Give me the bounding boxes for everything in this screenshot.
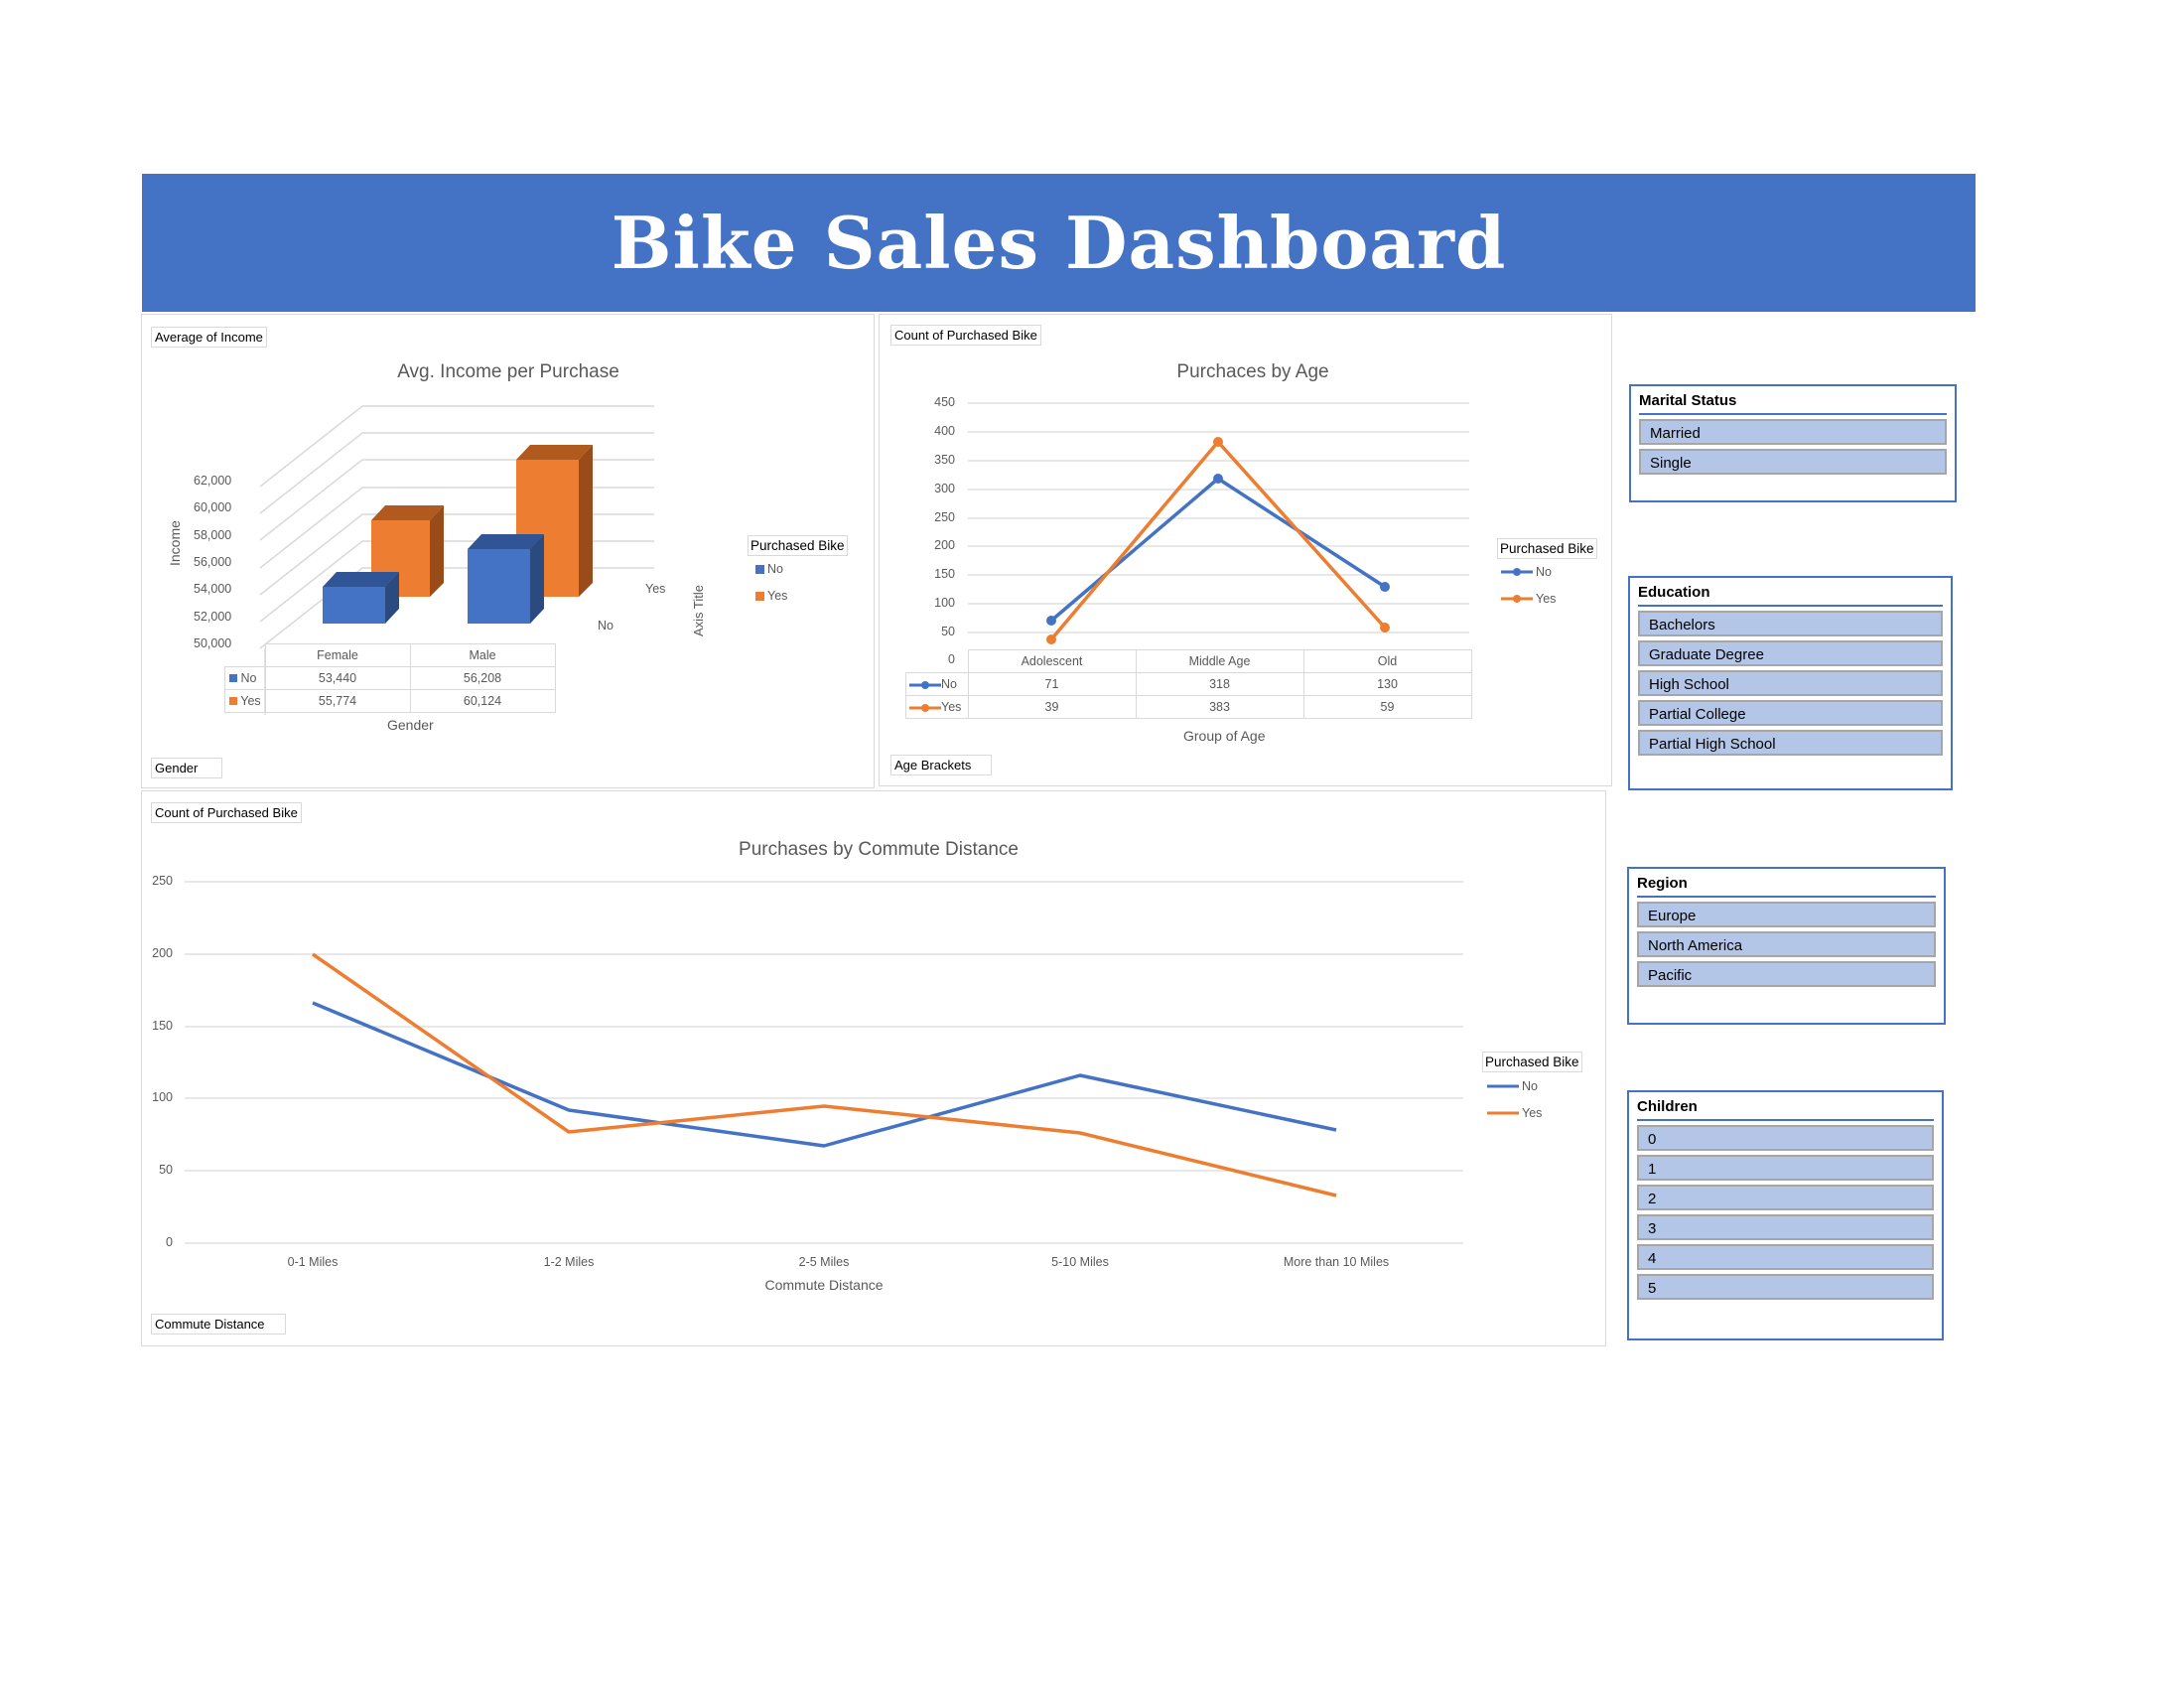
- slicer-item-married[interactable]: Married: [1639, 419, 1947, 445]
- income-chart-title: Avg. Income per Purchase: [397, 361, 619, 382]
- slicer-item-children-0[interactable]: 0: [1637, 1125, 1934, 1151]
- commute-x-axis-title: Commute Distance: [764, 1277, 884, 1293]
- commute-x-label: More than 10 Miles: [1283, 1255, 1390, 1269]
- depth-label-no: No: [598, 619, 614, 633]
- income-x-axis-title: Gender: [387, 717, 434, 733]
- slicer-item-partial-high-school[interactable]: Partial High School: [1638, 730, 1943, 756]
- slicer-item-children-1[interactable]: 1: [1637, 1155, 1934, 1181]
- commute-series-yes: [312, 952, 1337, 1197]
- slicer-item-pacific[interactable]: Pacific: [1637, 961, 1936, 987]
- commute-legend-no[interactable]: No: [1487, 1079, 1538, 1093]
- age-legend-title: Purchased Bike: [1497, 538, 1597, 559]
- line-swatch-icon: [1487, 1084, 1519, 1088]
- income-legend-title: Purchased Bike: [748, 535, 848, 556]
- slicer-item-high-school[interactable]: High School: [1638, 670, 1943, 696]
- slicer-item-children-2[interactable]: 2: [1637, 1185, 1934, 1210]
- age-chart-title: Purchaces by Age: [1176, 361, 1329, 382]
- slicer-region: Region Europe North America Pacific: [1627, 867, 1946, 1025]
- age-data-table: Adolescent Middle Age Old No 71 318 130 …: [905, 649, 1472, 719]
- square-swatch-icon: [229, 697, 237, 705]
- square-swatch-icon: [755, 591, 764, 601]
- commute-x-label: 2-5 Miles: [798, 1255, 850, 1269]
- depth-label-yes: Yes: [645, 582, 666, 596]
- slicer-marital-status: Marital Status Married Single: [1629, 384, 1957, 502]
- slicer-item-children-4[interactable]: 4: [1637, 1244, 1934, 1270]
- commute-chart-title: Purchases by Commute Distance: [739, 839, 1019, 860]
- dashboard-title: Bike Sales Dashboard: [611, 201, 1507, 285]
- commute-x-label: 1-2 Miles: [543, 1255, 595, 1269]
- dashboard-header: Bike Sales Dashboard: [142, 174, 1976, 312]
- line-marker-swatch-icon: [1501, 568, 1533, 576]
- value-field-button[interactable]: Average of Income: [151, 327, 267, 348]
- slicer-item-partial-college[interactable]: Partial College: [1638, 700, 1943, 726]
- income-legend-yes[interactable]: Yes: [755, 589, 787, 603]
- commute-legend-yes[interactable]: Yes: [1487, 1106, 1542, 1120]
- bar-male-no: [468, 534, 544, 624]
- slicer-item-children-5[interactable]: 5: [1637, 1274, 1934, 1300]
- commute-x-label: 0-1 Miles: [287, 1255, 339, 1269]
- commute-x-label: 5-10 Miles: [1051, 1255, 1109, 1269]
- slicer-children: Children 0 1 2 3 4 5: [1627, 1090, 1944, 1340]
- income-data-table: Female Male No 53,440 56,208 Yes 55,774 …: [224, 643, 556, 713]
- age-legend-no[interactable]: No: [1501, 565, 1552, 579]
- slicer-item-children-3[interactable]: 3: [1637, 1214, 1934, 1240]
- income-legend-no[interactable]: No: [755, 562, 783, 576]
- commute-legend-title: Purchased Bike: [1482, 1052, 1582, 1072]
- slicer-title: Education: [1638, 584, 1943, 607]
- slicer-item-north-america[interactable]: North America: [1637, 931, 1936, 957]
- commute-series-no: [312, 1001, 1337, 1148]
- slicer-title: Marital Status: [1639, 392, 1947, 415]
- value-field-button[interactable]: Count of Purchased Bike: [890, 325, 1041, 346]
- age-legend-yes[interactable]: Yes: [1501, 592, 1556, 606]
- bar-female-no: [323, 572, 399, 624]
- slicer-item-europe[interactable]: Europe: [1637, 902, 1936, 927]
- axis-field-button[interactable]: Age Brackets: [890, 755, 992, 775]
- slicer-title: Region: [1637, 875, 1936, 898]
- slicer-title: Children: [1637, 1098, 1934, 1121]
- slicer-item-bachelors[interactable]: Bachelors: [1638, 611, 1943, 636]
- age-x-axis-title: Group of Age: [1183, 728, 1266, 744]
- bar-female-yes: [371, 505, 444, 597]
- slicer-item-graduate-degree[interactable]: Graduate Degree: [1638, 640, 1943, 666]
- square-swatch-icon: [755, 564, 764, 574]
- slicer-education: Education Bachelors Graduate Degree High…: [1628, 576, 1953, 790]
- line-marker-swatch-icon: [909, 703, 941, 712]
- square-swatch-icon: [229, 674, 237, 682]
- line-marker-swatch-icon: [1501, 595, 1533, 603]
- axis-field-button[interactable]: Commute Distance: [151, 1314, 286, 1335]
- axis-field-button[interactable]: Gender: [151, 758, 222, 778]
- line-swatch-icon: [1487, 1111, 1519, 1115]
- slicer-item-single[interactable]: Single: [1639, 449, 1947, 475]
- commute-chart-panel[interactable]: [141, 790, 1606, 1346]
- line-marker-swatch-icon: [909, 680, 941, 689]
- value-field-button[interactable]: Count of Purchased Bike: [151, 802, 302, 823]
